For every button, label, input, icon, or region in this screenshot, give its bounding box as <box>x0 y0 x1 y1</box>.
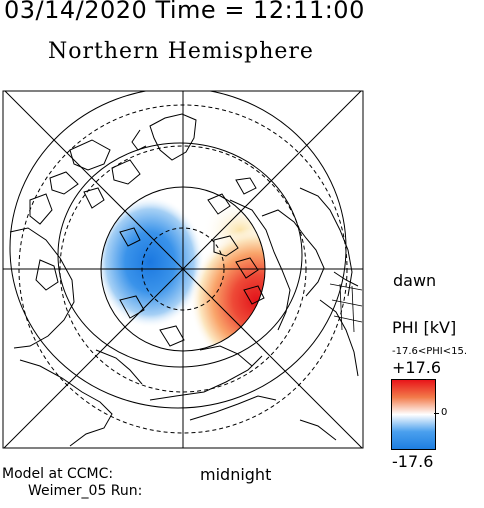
colorbar-title: PHI [kV] <box>392 318 457 337</box>
asia-grid <box>329 283 363 333</box>
geo-circle-outer <box>9 91 347 409</box>
colorbar-max-label: +17.6 <box>392 358 442 377</box>
model-label: Model at CCMC: <box>2 466 114 482</box>
colorbar-mid-label: 0 <box>441 407 448 418</box>
meridian-diag-2 <box>3 91 362 448</box>
time-header: 03/14/2020 Time = 12:11:00 <box>4 0 365 24</box>
colorbar <box>391 379 436 450</box>
colorbar-min-label: -17.6 <box>392 452 434 471</box>
positive-cell <box>190 228 265 351</box>
potential-field <box>101 196 265 351</box>
midnight-label: midnight <box>200 465 272 484</box>
dawn-label: dawn <box>393 271 437 290</box>
run-label: Weimer_05 Run: <box>28 483 143 499</box>
colorbar-zero-tick <box>434 413 439 414</box>
hemisphere-title: Northern Hemisphere <box>48 39 314 64</box>
coastlines <box>9 113 359 447</box>
negative-cell <box>101 196 205 328</box>
colorbar-range: -17.6<PHI<15. <box>392 346 468 357</box>
